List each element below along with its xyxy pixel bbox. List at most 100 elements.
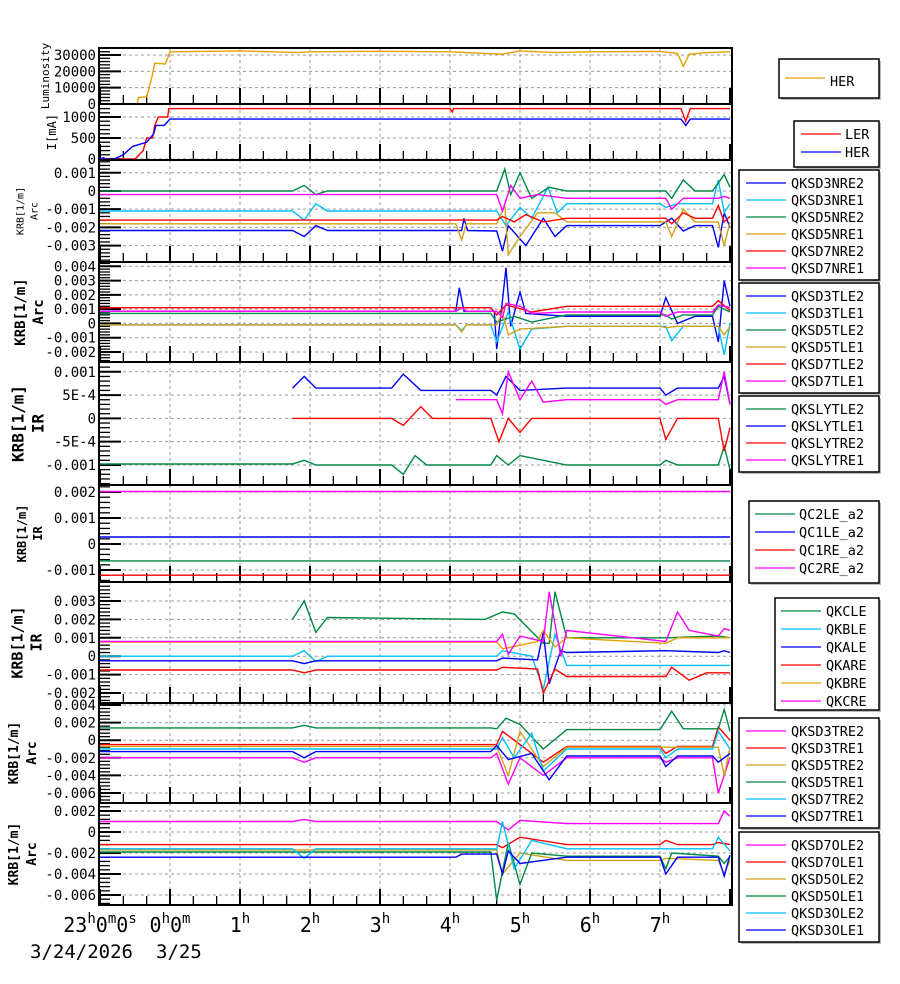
y-tick-label: 0.001: [54, 511, 96, 527]
legend-label-qksd7tle2: QKSD7TLE2: [791, 357, 864, 373]
panel-5: 0.001 5E-4 0 -5E-4 -0.001 KRB[1/m] IR: [9, 361, 733, 486]
y-tick-label: 0.004: [54, 698, 96, 714]
y-tick-label: 0.003: [54, 274, 96, 290]
series-line-qksd7tle1: [100, 302, 731, 320]
legend-label-qc2le_a2: QC2LE_a2: [799, 507, 864, 523]
series-line-qksd5tre1: [100, 706, 731, 750]
y-tick-label: -0.002: [45, 686, 96, 702]
panel-9: 0.002 0 -0.002 -0.004 -0.006 KRB[1/m] Arc: [7, 802, 733, 906]
x-tick-label: 2h: [300, 911, 320, 937]
y-tick-label: 0: [88, 411, 96, 427]
legend-label-qksd7nre2: QKSD7NRE2: [791, 244, 864, 260]
date-label-start: 3/24/2026: [30, 941, 133, 963]
series-line-qksd5tle1: [100, 309, 731, 337]
x-tick-label: 0h0m: [150, 911, 191, 937]
y-tick-label: 0.002: [54, 612, 96, 628]
series-line-qksd7tre2: [100, 729, 731, 773]
y-tick-label: 0.004: [54, 259, 96, 275]
y-tick-label: -0.002: [45, 751, 96, 767]
y-axis-label: KRB[1/m]: [7, 823, 22, 886]
x-tick-label: 1h: [230, 911, 250, 937]
legend-label-qksd5tle1: QKSD5TLE1: [791, 340, 864, 356]
y-tick-label: 0: [88, 825, 96, 841]
series-line-qksd7tre1: [100, 744, 731, 782]
series-line-qkble: [100, 631, 730, 692]
legend-label-qkbre: QKBRE: [826, 676, 867, 692]
series-line-qksd7ole2: [100, 809, 731, 831]
y-tick-label: 0.002: [54, 485, 96, 501]
y-tick-label: -0.002: [45, 220, 96, 236]
y-axis-label: KRB[1/m]: [7, 722, 22, 785]
y-axis-label: Arc: [31, 299, 47, 324]
legend-box: [738, 282, 880, 394]
legend-label-qksd3nre2: QKSD3NRE2: [791, 176, 864, 192]
legend-label-qksd5ole1: QKSD5OLE1: [791, 889, 864, 905]
series-line-qkslytle2: [100, 443, 731, 476]
y-tick-label: 0: [88, 316, 96, 332]
legend-label-qksd7tre2: QKSD7TRE2: [791, 792, 864, 808]
y-axis-label: KRB[1/m]: [9, 606, 27, 678]
legend-label-qkslytre1: QKSLYTRE1: [791, 453, 864, 469]
legend-7: QKCLE QKBLE QKALE QKARE QKBRE QKCRE: [774, 597, 881, 712]
legend-label-qksd3ole2: QKSD3OLE2: [791, 906, 864, 922]
legend-1: HER: [778, 58, 881, 100]
legend-box: [738, 169, 880, 281]
panel-3: 0.001 0 -0.001 -0.002 -0.003 KRB[1/m] Arc: [16, 159, 733, 263]
panel-7: 0.003 0.002 0.001 0 -0.001 -0.002 KRB[1/m] IR: [9, 581, 733, 704]
legend-label-qksd3tle2: QKSD3TLE2: [791, 289, 864, 305]
y-tick-label: 500: [71, 131, 96, 147]
legend-label-qkslytre2: QKSLYTRE2: [791, 436, 864, 452]
y-tick-label: -0.006: [45, 786, 96, 802]
series-line-qksd5ole1: [100, 842, 731, 901]
legend-label-qksd5tre1: QKSD5TRE1: [791, 775, 864, 791]
y-tick-label: 0: [88, 184, 96, 200]
x-tick-label: 3h: [370, 911, 390, 937]
legend-label-her: HER: [845, 145, 870, 161]
series-line-qksd3tre1: [100, 725, 731, 764]
legend-label-qksd3nre1: QKSD3NRE1: [791, 193, 864, 209]
series-line-qksd7nre2: [100, 203, 731, 225]
x-tick-label: 6h: [580, 911, 600, 937]
y-tick-label: -5E-4: [54, 435, 96, 451]
series-line-qksd3tre2: [100, 752, 731, 794]
y-tick-label: -0.001: [45, 563, 96, 579]
series-line-qksd7tle2: [100, 299, 731, 316]
y-tick-label: -0.004: [45, 768, 96, 784]
y-tick-label: -0.001: [45, 668, 96, 684]
series-line-qksd5tre2: [100, 729, 731, 778]
y-axis-label: Luminosity: [39, 43, 52, 110]
y-axis-label: Arc: [25, 842, 40, 865]
legend-label-qkale: QKALE: [826, 640, 867, 656]
y-axis-label: KRB[1/m]: [15, 505, 29, 563]
y-axis-label: IR: [29, 414, 48, 434]
panel-frame: [98, 484, 733, 583]
legend-label-qksd5tle2: QKSD5TLE2: [791, 323, 864, 339]
x-tick-label: 5h: [510, 911, 530, 937]
legend-label-qkcre: QKCRE: [826, 694, 867, 710]
series-line-qksd3nre2: [100, 210, 731, 252]
series-line-qksd7nre1: [100, 183, 731, 214]
series-line-qkcre: [100, 591, 731, 657]
legend-label-qksd5ole2: QKSD5OLE2: [791, 872, 864, 888]
y-tick-label: -0.006: [45, 888, 96, 904]
y-tick-label: 0.002: [54, 804, 96, 820]
y-axis-label: IR: [28, 633, 46, 652]
y-tick-label: 0.002: [54, 716, 96, 732]
legend-box: [774, 597, 880, 711]
y-tick-label: 1000: [62, 110, 96, 126]
panel-frame: [98, 802, 733, 906]
y-tick-label: -0.003: [45, 239, 96, 255]
y-axis-label: I[mA]: [45, 114, 59, 150]
series-line-qksd3tle1: [100, 309, 731, 356]
series-line-qkcle: [291, 591, 731, 644]
legend-label-qksd7ole2: QKSD7OLE2: [791, 838, 864, 854]
y-axis-label: KRB[1/m]: [13, 278, 29, 345]
y-tick-label: 0: [88, 537, 96, 553]
y-tick-label: 0.001: [54, 365, 96, 381]
series-line-qksd3ole1: [100, 849, 731, 879]
x-tick-label: 4h: [440, 911, 460, 937]
